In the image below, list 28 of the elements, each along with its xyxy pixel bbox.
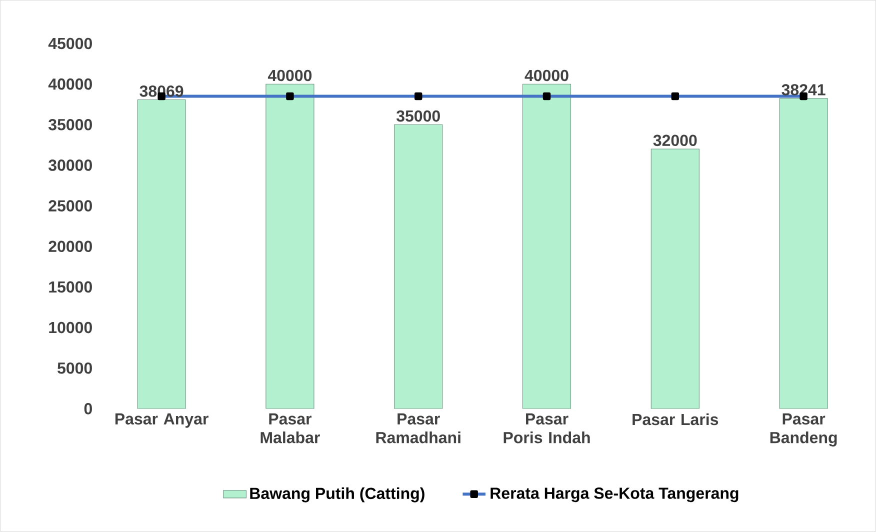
x-tick-label: Pasar Malabar [260, 414, 320, 444]
legend-label: Bawang Putih (Catting) [250, 487, 424, 502]
legend-label: Rerata Harga Se-Kota Tangerang [490, 488, 738, 502]
x-tick-label: Pasar Laris [632, 414, 718, 426]
data-label: 40000 [268, 70, 312, 82]
data-label: 32000 [653, 134, 697, 146]
y-tick-label: 45000 [48, 38, 92, 50]
bar [779, 98, 828, 409]
bar [650, 148, 700, 409]
x-tick-label: Pasar Poris Indah [504, 414, 590, 444]
y-tick-label: 0 [84, 403, 92, 414]
bar [394, 124, 443, 409]
x-tick-label: Pasar Ramadhani [376, 414, 460, 444]
y-tick-label: 15000 [49, 281, 92, 293]
y-tick-label: 5000 [58, 362, 92, 374]
x-tick-label: Pasar Bandeng [770, 414, 837, 447]
y-tick-label: 30000 [48, 160, 92, 172]
y-tick-label: 35000 [48, 119, 92, 130]
x-tick-label: Pasar Anyar [115, 414, 208, 428]
bar [266, 84, 314, 409]
data-label: 40000 [524, 70, 568, 82]
y-tick-label: 40000 [48, 78, 92, 90]
bar [137, 100, 186, 409]
data-label: 35000 [396, 110, 440, 122]
y-tick-label: 20000 [48, 240, 92, 252]
y-tick-label: 10000 [49, 322, 92, 334]
y-tick-label: 25000 [48, 200, 92, 212]
bar [522, 84, 572, 409]
